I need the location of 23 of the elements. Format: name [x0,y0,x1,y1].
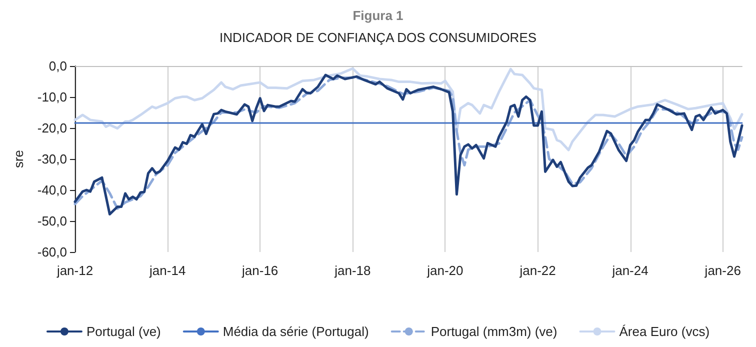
legend-label: Média da série (Portugal) [222,324,369,339]
y-tick-label: -30,0 [37,152,67,166]
x-tick-label: jan-26 [704,263,741,278]
y-tick-label: -20,0 [37,120,67,136]
x-tick-label: jan-16 [241,263,278,278]
legend-label: Portugal (mm3m) (ve) [430,324,558,339]
x-tick-label: jan-24 [611,263,648,278]
x-tick-label: jan-22 [518,263,556,278]
x-tick-label: jan-12 [56,263,94,278]
chart-title: Figura 1 [352,8,404,23]
chart-subtitle: INDICADOR DE CONFIANÇA DOS CONSUMIDORES [219,30,537,45]
y-tick-label: -40,0 [37,182,67,198]
y-tick-label: -60,0 [37,244,67,260]
legend-label: Portugal (ve) [86,324,161,339]
y-axis-title: sre [11,150,26,168]
x-tick-label: jan-20 [426,263,464,278]
y-tick-label: 0,0 [48,58,67,74]
x-tick-label: jan-14 [148,263,186,278]
y-tick-label: -10,0 [37,90,67,104]
line-series [74,67,744,152]
y-tick-label: -50,0 [37,214,67,228]
x-tick-label: jan-18 [334,263,371,278]
legend-label: Área Euro (vcs) [619,324,710,339]
